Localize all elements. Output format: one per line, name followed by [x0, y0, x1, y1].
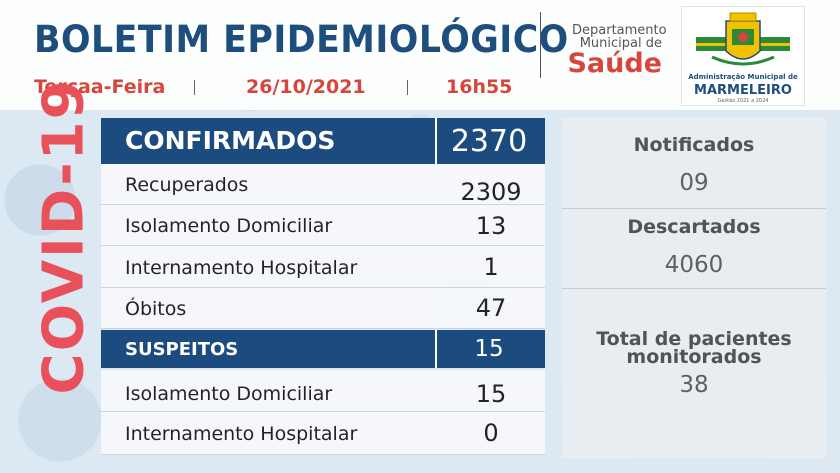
table-row: Internamento Hospitalar 1 — [101, 246, 545, 288]
page-title: BOLETIM EPIDEMIOLÓGICO — [34, 18, 569, 61]
suspeitos-value-box: 15 — [437, 330, 541, 368]
confirmados-value: 2370 — [450, 124, 528, 159]
municipal-logo: Administração Municipal de MARMELEIRO Ge… — [681, 6, 805, 106]
summary-panel: Notificados 09 Descartados 4060 Total de… — [562, 118, 826, 458]
divider — [435, 118, 437, 164]
descartados-label: Descartados — [627, 216, 761, 238]
logo-text-marmeleiro: MARMELEIRO — [694, 83, 792, 98]
table-row: Internamento Hospitalar 0 — [101, 412, 545, 455]
logo-text-administracao: Administração Municipal de — [688, 73, 798, 81]
descartados-value: 4060 — [664, 252, 724, 278]
row-value: 2309 — [460, 178, 522, 206]
row-value: 0 — [483, 419, 499, 447]
total-label-line2: monitorados — [626, 346, 762, 368]
weekday: Terçaa-Feira — [34, 76, 166, 98]
department-saude: Saúde — [567, 48, 662, 79]
row-label: Isolamento Domiciliar — [125, 215, 333, 237]
divider — [435, 330, 437, 368]
divider — [407, 80, 408, 95]
row-label: Internamento Hospitalar — [125, 423, 358, 445]
cases-panel: CONFIRMADOS 2370 Recuperados 2309 Isolam… — [101, 118, 545, 458]
suspeitos-label: SUSPEITOS — [125, 339, 239, 360]
coat-of-arms-icon — [696, 12, 790, 66]
report-date: 26/10/2021 — [246, 76, 366, 98]
header-divider — [540, 12, 541, 78]
confirmados-value-box: 2370 — [437, 118, 541, 164]
row-label: Recuperados — [125, 174, 249, 196]
divider — [562, 288, 826, 289]
notificados-value: 09 — [679, 170, 709, 196]
confirmados-label: CONFIRMADOS — [125, 126, 336, 155]
logo-text-gestao: Gestão 2021 a 2024 — [717, 98, 769, 104]
department-line2: Municipal de — [579, 36, 662, 51]
row-label: Isolamento Domiciliar — [125, 383, 333, 405]
row-label: Óbitos — [125, 298, 187, 320]
covid-side-label: COVID-19 — [31, 78, 97, 395]
total-monitorados-label: Total de pacientes monitorados — [562, 328, 826, 368]
row-value: 47 — [475, 294, 507, 322]
divider — [562, 208, 826, 209]
department-line1: Departamento — [572, 23, 667, 38]
total-monitorados-value: 38 — [679, 372, 709, 398]
suspeitos-value: 15 — [474, 336, 504, 362]
notificados-label: Notificados — [633, 134, 755, 156]
row-value: 1 — [483, 253, 499, 281]
total-label-line1: Total de pacientes — [596, 328, 792, 350]
table-row: Isolamento Domiciliar 13 — [101, 205, 545, 246]
divider — [194, 80, 195, 95]
report-time: 16h55 — [446, 76, 513, 98]
table-row: Recuperados 2309 — [101, 164, 545, 206]
table-row: Óbitos 47 — [101, 288, 545, 329]
row-label: Internamento Hospitalar — [125, 257, 358, 279]
department-name: Departamento Municipal de — [572, 23, 667, 51]
table-row: Isolamento Domiciliar 15 — [101, 370, 545, 412]
row-value: 13 — [475, 212, 507, 240]
row-value: 15 — [475, 380, 507, 408]
